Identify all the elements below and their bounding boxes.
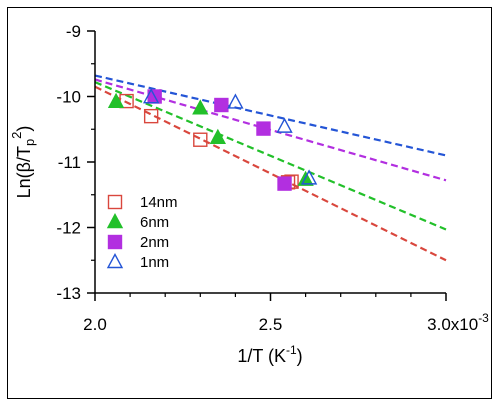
x-tick-label: 2.5 [259, 315, 283, 334]
x-axis-label-end: ) [297, 346, 303, 366]
data-points [107, 88, 318, 191]
y-tick-label: -11 [58, 153, 81, 172]
y-axis-label-sub: p [22, 139, 37, 146]
legend-label: 2nm [140, 234, 169, 251]
legend-marker-6nm [106, 213, 124, 229]
y-tick-label: -9 [66, 22, 81, 41]
chart-frame [7, 7, 492, 399]
data-point-1nm [300, 169, 318, 185]
data-point-2nm [256, 121, 271, 136]
data-point-14nm [193, 132, 208, 147]
x-tick-label: 3.0x10-3 [427, 311, 489, 334]
y-axis-label-sup: 2 [9, 132, 24, 139]
y-tick-label: -13 [56, 284, 81, 303]
data-point-2nm [214, 97, 229, 113]
legend-label: 1nm [140, 254, 169, 271]
data-point-6nm [107, 92, 125, 108]
y-tick-label: -10 [56, 88, 81, 107]
y-axis-label: Ln(β/Tp2) [9, 126, 37, 199]
fit-line-1nm [94, 74, 447, 157]
x-axis-label-main: 1/T (K [237, 346, 286, 366]
legend-marker-14nm [107, 194, 123, 210]
data-point-1nm [142, 88, 160, 104]
legend-marker-1nm [106, 253, 124, 269]
legend-marker-2nm [107, 234, 123, 250]
data-point-6nm [209, 128, 227, 144]
y-tick-label: -12 [56, 219, 81, 238]
data-point-14nm [143, 108, 159, 124]
data-point-1nm [276, 117, 293, 133]
ticks: -9 -10 -11 -12 -132.0 2.5 3.0x10-3 [56, 22, 489, 334]
y-axis-label-end: ) [14, 126, 34, 132]
data-point-2nm [277, 176, 292, 191]
x-axis-label: 1/T (K-1) [237, 343, 302, 366]
legend-label: 6nm [140, 214, 169, 231]
x-axis-label-sup: -1 [286, 343, 297, 357]
y-axis-label-main: Ln(β/T [14, 146, 34, 198]
fit-line-6nm [94, 81, 447, 231]
data-point-1nm [227, 93, 244, 109]
legend: 14nm 6nm 2nm 1nm [106, 194, 178, 271]
data-point-6nm [192, 99, 209, 115]
legend-label: 14nm [140, 194, 178, 211]
x-tick-label: 2.0 [83, 315, 107, 334]
